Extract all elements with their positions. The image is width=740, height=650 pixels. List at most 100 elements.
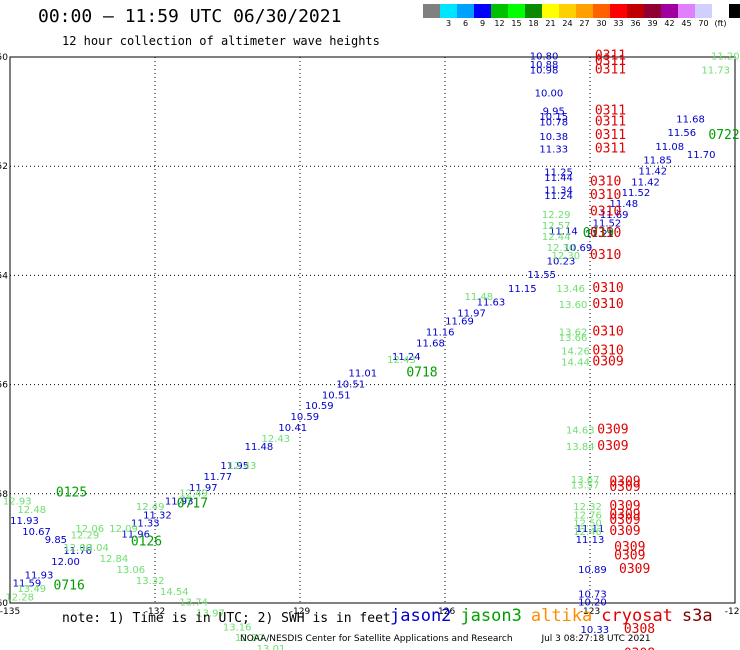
legend-cell: 3 — [440, 4, 457, 29]
legend-tick-label: 3 — [445, 19, 452, 28]
swh-value-jason2: 10.88 — [530, 60, 559, 71]
swh-value-jason3: 14.54 — [160, 587, 189, 598]
legend-swatch — [423, 4, 440, 18]
plot-border — [9, 56, 736, 604]
legend-swatch — [576, 4, 593, 18]
legend-swatch — [729, 4, 740, 18]
swh-value-jason3: 11.73 — [701, 65, 730, 76]
swh-value-jason3: 12.57 — [542, 221, 571, 232]
swh-value-jason2: 11.01 — [349, 368, 378, 379]
swh-value-jason2: 11.70 — [687, 150, 716, 161]
swh-value-jason3: 12.43 — [228, 461, 257, 472]
legend-swatch — [661, 4, 678, 18]
swh-value-jason2: 11.42 — [631, 177, 660, 188]
swh-value-jason2: 9.95 — [543, 106, 565, 117]
legend-cell: 24 — [559, 4, 576, 29]
legend-tick-label: 24 — [562, 19, 573, 28]
swh-value-jason2: 10.98 — [530, 65, 559, 76]
legend-tick-label: 39 — [647, 19, 658, 28]
time-label-cryosat: 0309 — [609, 499, 640, 514]
time-label-cryosat: 0310 — [590, 248, 621, 263]
swh-value-jason3: 12.28 — [5, 592, 34, 603]
y-tick-label: -58 — [0, 490, 8, 500]
swh-value-jason2: 11.76 — [63, 546, 92, 557]
legend-cell: 36 — [627, 4, 644, 29]
legend-cell: 45 — [678, 4, 695, 29]
swh-value-jason2: 10.23 — [547, 256, 576, 267]
swh-value-jason2: 11.13 — [576, 535, 605, 546]
y-tick-label: -60 — [0, 599, 8, 609]
swh-value-jason2: 11.55 — [527, 270, 556, 281]
time-label-cryosat: 0309 — [609, 480, 640, 495]
swh-value-jason2: 10.80 — [530, 52, 559, 63]
swh-value-jason3: 13.06 — [117, 565, 146, 576]
swh-value-jason2: 10.59 — [305, 401, 334, 412]
legend-cell: 6 — [457, 4, 474, 29]
time-label-cryosat: 0309 — [609, 475, 640, 490]
swh-value-jason2: 11.21 — [585, 229, 614, 240]
swh-value-jason2: 10.33 — [581, 625, 610, 636]
swh-value-jason3: 13.04 — [80, 543, 109, 554]
legend-tick-label: 15 — [511, 19, 522, 28]
swh-value-jason2: 11.97 — [457, 308, 486, 319]
legend-tick-label: 6 — [462, 19, 469, 28]
x-tick-label: -120 — [725, 607, 740, 617]
swh-value-jason3: 13.74 — [179, 598, 208, 609]
legend-cell: 42 — [661, 4, 678, 29]
legend-swatch — [610, 4, 627, 18]
swh-value-jason3: 14.26 — [561, 347, 590, 358]
swh-value-jason3: 12.30 — [547, 243, 576, 254]
y-tick-label: -54 — [0, 271, 8, 281]
swh-value-jason3: 12.06 — [75, 524, 104, 535]
legend-cell: 27 — [576, 4, 593, 29]
time-label-jason3: 0125 — [56, 486, 87, 501]
legend-tick-label: 21 — [545, 19, 556, 28]
time-label-cryosat: 0309 — [614, 540, 645, 555]
chart-title: 00:00 – 11:59 UTC 06/30/2021 — [38, 6, 342, 27]
swh-value-jason2: 10.51 — [336, 379, 365, 390]
swh-value-jason2: 10.20 — [578, 598, 607, 609]
swh-value-jason3: 12.43 — [387, 355, 416, 366]
time-label-cryosat: 0310 — [592, 281, 623, 296]
plot-frame — [9, 56, 736, 604]
swh-value-jason3: 12.00 — [63, 543, 92, 554]
time-label-cryosat: 0309 — [597, 423, 628, 438]
swh-value-jason3: 11.20 — [711, 52, 740, 63]
swh-value-jason3: 12.09 — [109, 524, 138, 535]
swh-value-jason3: 12.48 — [17, 505, 46, 516]
time-label-cryosat: 0310 — [590, 204, 621, 219]
swh-value-jason2: 11.52 — [622, 188, 651, 199]
legend-cell: 39 — [644, 4, 661, 29]
swh-value-jason2: 11.14 — [549, 226, 578, 237]
swh-value-jason3: 12.29 — [542, 210, 571, 221]
generated-date: Jul 3 08:27:18 UTC 2021 — [541, 634, 651, 644]
time-label-cryosat: 0309 — [592, 354, 623, 369]
time-label-cryosat: 0308 — [624, 647, 655, 650]
swh-value-jason2: 11.33 — [131, 519, 160, 530]
swh-value-jason2: 11.44 — [544, 173, 573, 184]
time-label-cryosat: 0310 — [590, 188, 621, 203]
legend-swatch — [542, 4, 559, 18]
swh-value-jason2: 11.11 — [576, 524, 605, 535]
swh-value-jason2: 11.25 — [544, 167, 573, 178]
swh-value-jason2: 10.89 — [578, 565, 607, 576]
time-label-jason3: 0718 — [406, 365, 437, 380]
swh-value-jason2: 11.34 — [544, 186, 573, 197]
time-label-cryosat: 0311 — [595, 103, 626, 118]
swh-value-jason2: 11.42 — [639, 166, 668, 177]
swh-value-jason2: 11.24 — [392, 352, 421, 363]
swh-value-jason2: 11.95 — [220, 461, 249, 472]
time-label-cryosat: 0311 — [595, 128, 626, 143]
satellite-jason3: jason3 — [460, 606, 522, 626]
swh-value-jason3: 12.46 — [573, 527, 602, 538]
grid-lines — [10, 57, 735, 603]
swh-value-jason3: 12.49 — [179, 489, 208, 500]
swh-value-jason2: 11.68 — [676, 115, 705, 126]
time-label-cryosat: 0311 — [595, 114, 626, 129]
swh-value-jason3: 12.49 — [136, 502, 165, 513]
x-tick-label: -132 — [145, 607, 165, 617]
legend-cell — [423, 4, 440, 29]
swh-value-jason2: 11.68 — [416, 338, 445, 349]
legend-tick-label: 33 — [613, 19, 624, 28]
